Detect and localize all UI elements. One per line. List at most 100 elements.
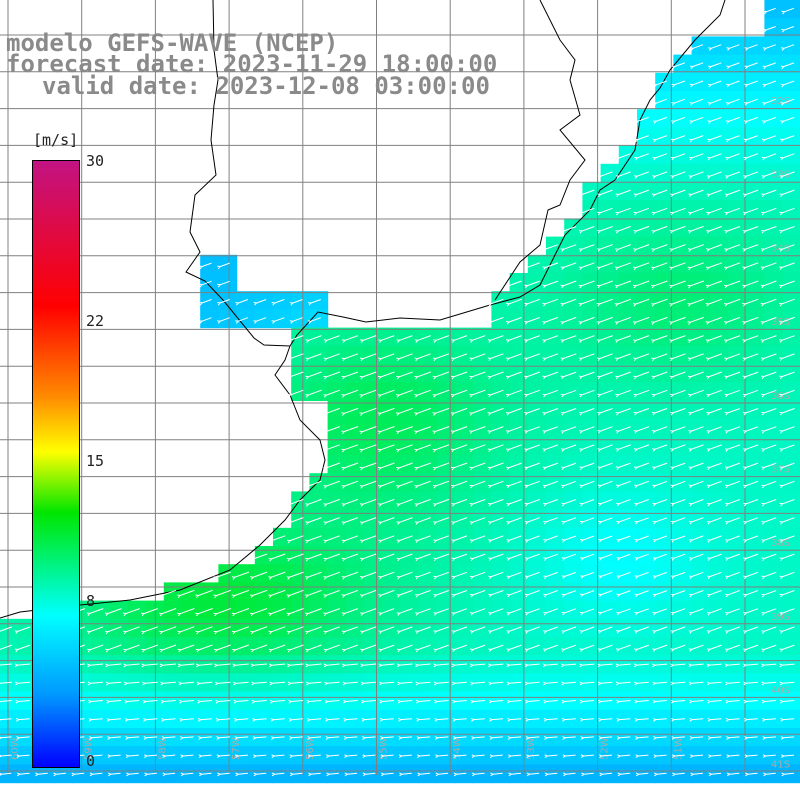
wind-arrow-head [635, 772, 640, 777]
wind-arrow-head [597, 175, 602, 179]
wind-arrow [363, 644, 377, 651]
wind-arrow-head [633, 430, 638, 434]
wind-arrow [545, 499, 558, 505]
wind-arrow-head [378, 612, 383, 616]
wind-arrow [527, 335, 540, 341]
wind-arrow-head [744, 772, 749, 777]
wind-arrow-head [724, 411, 729, 416]
wind-arrow [764, 408, 777, 414]
wind-arrow-head [724, 393, 729, 398]
wind-arrow [344, 571, 359, 578]
wind-arrow-head [433, 648, 438, 653]
wind-arrow-head [451, 466, 456, 471]
wind-arrow [310, 317, 321, 322]
wind-arrow [90, 663, 104, 666]
wind-arrow [601, 754, 613, 757]
wind-arrow [418, 681, 431, 684]
wind-arrow-head [705, 266, 710, 271]
wind-arrow-head [106, 699, 111, 704]
wind-arrow [581, 298, 595, 305]
wind-arrow-head [359, 412, 364, 416]
wind-arrow-head [433, 503, 437, 507]
wind-arrow-head [396, 663, 401, 668]
wind-arrow-head [670, 156, 675, 161]
wind-arrow-head [651, 321, 656, 325]
wind-arrow [547, 772, 558, 775]
wind-arrow [766, 772, 776, 775]
wind-arrow-head [488, 575, 493, 580]
wind-arrow [418, 700, 431, 702]
wind-arrow-head [216, 736, 221, 740]
wind-arrow [328, 736, 340, 739]
wind-arrow [564, 517, 577, 523]
wind-arrow [417, 353, 431, 360]
wind-arrow [362, 371, 377, 378]
wind-arrow-head [416, 736, 421, 740]
wind-arrow [509, 499, 522, 505]
wind-arrow [581, 207, 595, 214]
wind-arrow-head [763, 29, 768, 33]
wind-arrow [709, 480, 722, 487]
wind-arrow-head [341, 539, 346, 544]
wind-arrow-head [359, 357, 364, 362]
wind-arrow [289, 644, 304, 651]
wind-arrow [529, 754, 540, 757]
wind-arrow-head [378, 339, 383, 343]
wind-arrow [546, 535, 558, 541]
wind-arrow-head [343, 736, 348, 740]
wind-arrow-head [653, 736, 658, 740]
wind-arrow-head [451, 663, 456, 668]
wind-arrow-head [779, 357, 784, 361]
wind-arrow-head [780, 138, 785, 143]
wind-arrow [490, 663, 504, 666]
wind-arrow [417, 407, 431, 414]
wind-arrow [783, 116, 795, 122]
wind-arrow-head [743, 539, 748, 543]
wind-arrow [545, 644, 558, 650]
wind-arrow [656, 772, 667, 775]
wind-arrow-head [688, 156, 693, 161]
wind-arrow-head [396, 575, 401, 580]
wind-arrow [764, 608, 777, 614]
wind-arrow-head [396, 448, 400, 453]
wind-arrow [90, 644, 104, 651]
wind-arrow [545, 335, 559, 341]
wind-arrow-head [742, 663, 747, 668]
wind-arrow-head [487, 302, 492, 307]
wind-arrow [326, 498, 340, 505]
wind-arrow [691, 189, 704, 195]
wind-arrow [454, 626, 468, 632]
wind-arrow [564, 480, 577, 487]
wind-arrow-head [725, 521, 730, 525]
wind-arrow-head [435, 772, 440, 777]
wind-arrow-head [779, 393, 784, 398]
wind-arrow-head [762, 47, 767, 51]
wind-arrow [453, 407, 468, 414]
wind-arrow-head [724, 430, 729, 434]
wind-arrow [763, 316, 777, 323]
wind-arrow-head [362, 754, 367, 759]
wind-arrow [490, 499, 504, 505]
wind-arrow [564, 553, 576, 559]
wind-arrow-head [451, 648, 456, 653]
wind-arrow [710, 80, 722, 86]
wind-arrow [545, 316, 559, 323]
wind-arrow [326, 644, 340, 651]
wind-arrow [125, 608, 140, 614]
wind-arrow [237, 718, 249, 721]
wind-arrow-head [341, 394, 346, 398]
wind-arrow-head [250, 594, 255, 599]
wind-arrow [690, 225, 704, 232]
wind-arrow-head [215, 718, 220, 722]
wind-arrow [271, 553, 286, 560]
wind-arrow-head [779, 557, 784, 562]
wind-arrow [583, 553, 595, 559]
wind-arrow [727, 171, 740, 177]
wind-arrow [745, 316, 759, 323]
wind-arrow-head [725, 575, 730, 580]
wind-arrow-head [416, 717, 421, 722]
wind-arrow-head [672, 772, 677, 777]
wind-arrow [527, 499, 540, 505]
wind-arrow-head [341, 503, 346, 507]
wind-arrow [509, 608, 522, 614]
